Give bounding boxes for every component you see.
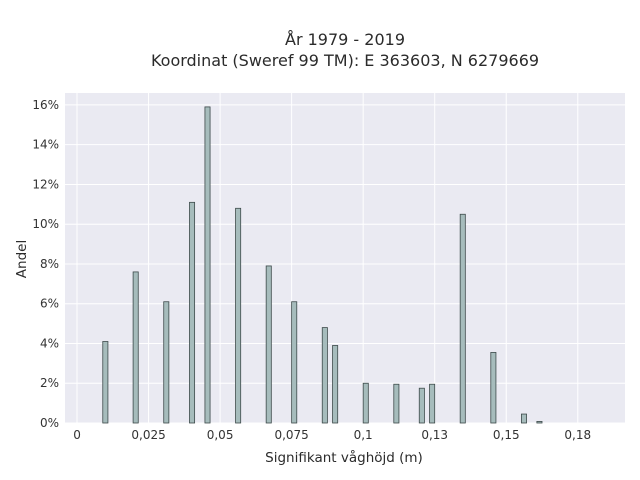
y-axis-label: Andel: [14, 240, 30, 278]
x-tick-label: 0: [73, 428, 81, 442]
bar: [235, 207, 242, 424]
bar: [429, 383, 436, 424]
y-tick-label: 4%: [40, 336, 59, 350]
y-tick-label: 2%: [40, 376, 59, 390]
bar: [332, 345, 339, 424]
bar: [291, 301, 298, 424]
bar: [490, 352, 497, 424]
y-tick-label: 16%: [32, 98, 59, 112]
y-tick-label: 14%: [32, 138, 59, 152]
x-tick-label: 0,1: [354, 428, 373, 442]
bar: [163, 301, 170, 424]
bar: [362, 382, 369, 424]
bar: [418, 387, 425, 424]
bar: [521, 413, 527, 424]
bar: [459, 213, 466, 424]
bar: [132, 271, 139, 424]
x-tick-label: 0,18: [564, 428, 591, 442]
chart-title-line-1: År 1979 - 2019: [285, 30, 405, 49]
x-tick-label: 0,15: [493, 428, 520, 442]
bar: [536, 421, 543, 424]
chart-title-line-2: Koordinat (Sweref 99 TM): E 363603, N 62…: [151, 51, 539, 70]
y-tick-label: 6%: [40, 297, 59, 311]
x-tick-label: 0,025: [131, 428, 165, 442]
y-tick-label: 10%: [32, 217, 59, 231]
bar: [204, 106, 211, 424]
x-tick-label: 0,075: [274, 428, 308, 442]
x-gridlines: [76, 93, 579, 423]
bar: [265, 265, 272, 424]
x-axis-label: Signifikant våghöjd (m): [265, 449, 423, 466]
y-gridlines: [65, 104, 625, 424]
x-tick-label: 0,13: [421, 428, 448, 442]
y-tick-label: 8%: [40, 257, 59, 271]
x-tick-label: 0,05: [207, 428, 234, 442]
bar: [102, 341, 109, 424]
plot-area: [65, 93, 625, 423]
bars: [102, 106, 543, 424]
x-tick-labels: 0 0,025 0,05 0,075 0,1 0,13 0,15 0,18: [73, 428, 591, 442]
bar: [393, 383, 400, 424]
bar: [189, 201, 196, 424]
bar: [321, 327, 328, 424]
y-tick-label: 12%: [32, 177, 59, 191]
y-tick-label: 0%: [40, 416, 59, 430]
y-tick-labels: 0% 2% 4% 6% 8% 10% 12% 14% 16%: [32, 98, 59, 430]
